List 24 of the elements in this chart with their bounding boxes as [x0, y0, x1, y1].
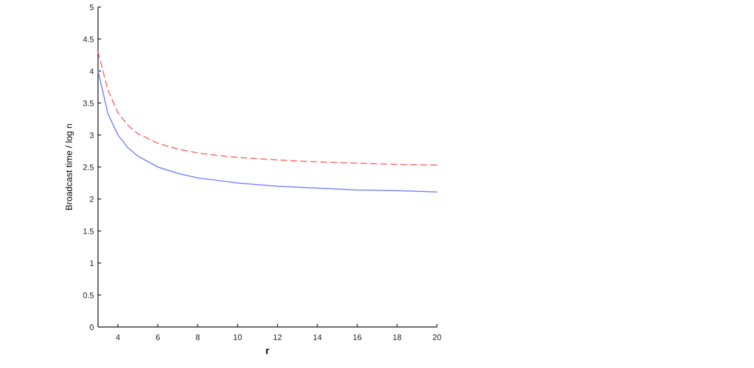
line-series [98, 70, 438, 192]
x-tick-label: 20 [432, 333, 442, 342]
y-tick-label: 3.5 [82, 99, 95, 108]
line-series [98, 51, 438, 166]
y-tick-label: 4.5 [82, 35, 95, 44]
y-tick-label: 1 [90, 259, 95, 268]
x-tick-label: 6 [156, 333, 161, 342]
x-tick-label: 16 [352, 333, 362, 342]
y-axis-title: Broadcast time / log n [64, 123, 74, 211]
x-tick-label: 10 [233, 333, 243, 342]
y-tick-label: 0 [90, 323, 95, 332]
y-tick-label: 2.5 [82, 163, 95, 172]
x-tick-label: 4 [116, 333, 121, 342]
x-tick-label: 18 [392, 333, 402, 342]
x-tick-label: 14 [312, 333, 322, 342]
x-tick-label: 12 [273, 333, 282, 342]
y-tick-label: 4 [90, 67, 95, 76]
x-tick-label: 8 [195, 333, 200, 342]
x-axis-title: r [266, 346, 270, 357]
y-tick-label: 1.5 [82, 227, 95, 236]
y-tick-label: 2 [90, 195, 95, 204]
y-tick-label: 5 [90, 3, 95, 12]
y-tick-label: 0.5 [82, 291, 95, 300]
y-tick-label: 3 [90, 131, 95, 140]
